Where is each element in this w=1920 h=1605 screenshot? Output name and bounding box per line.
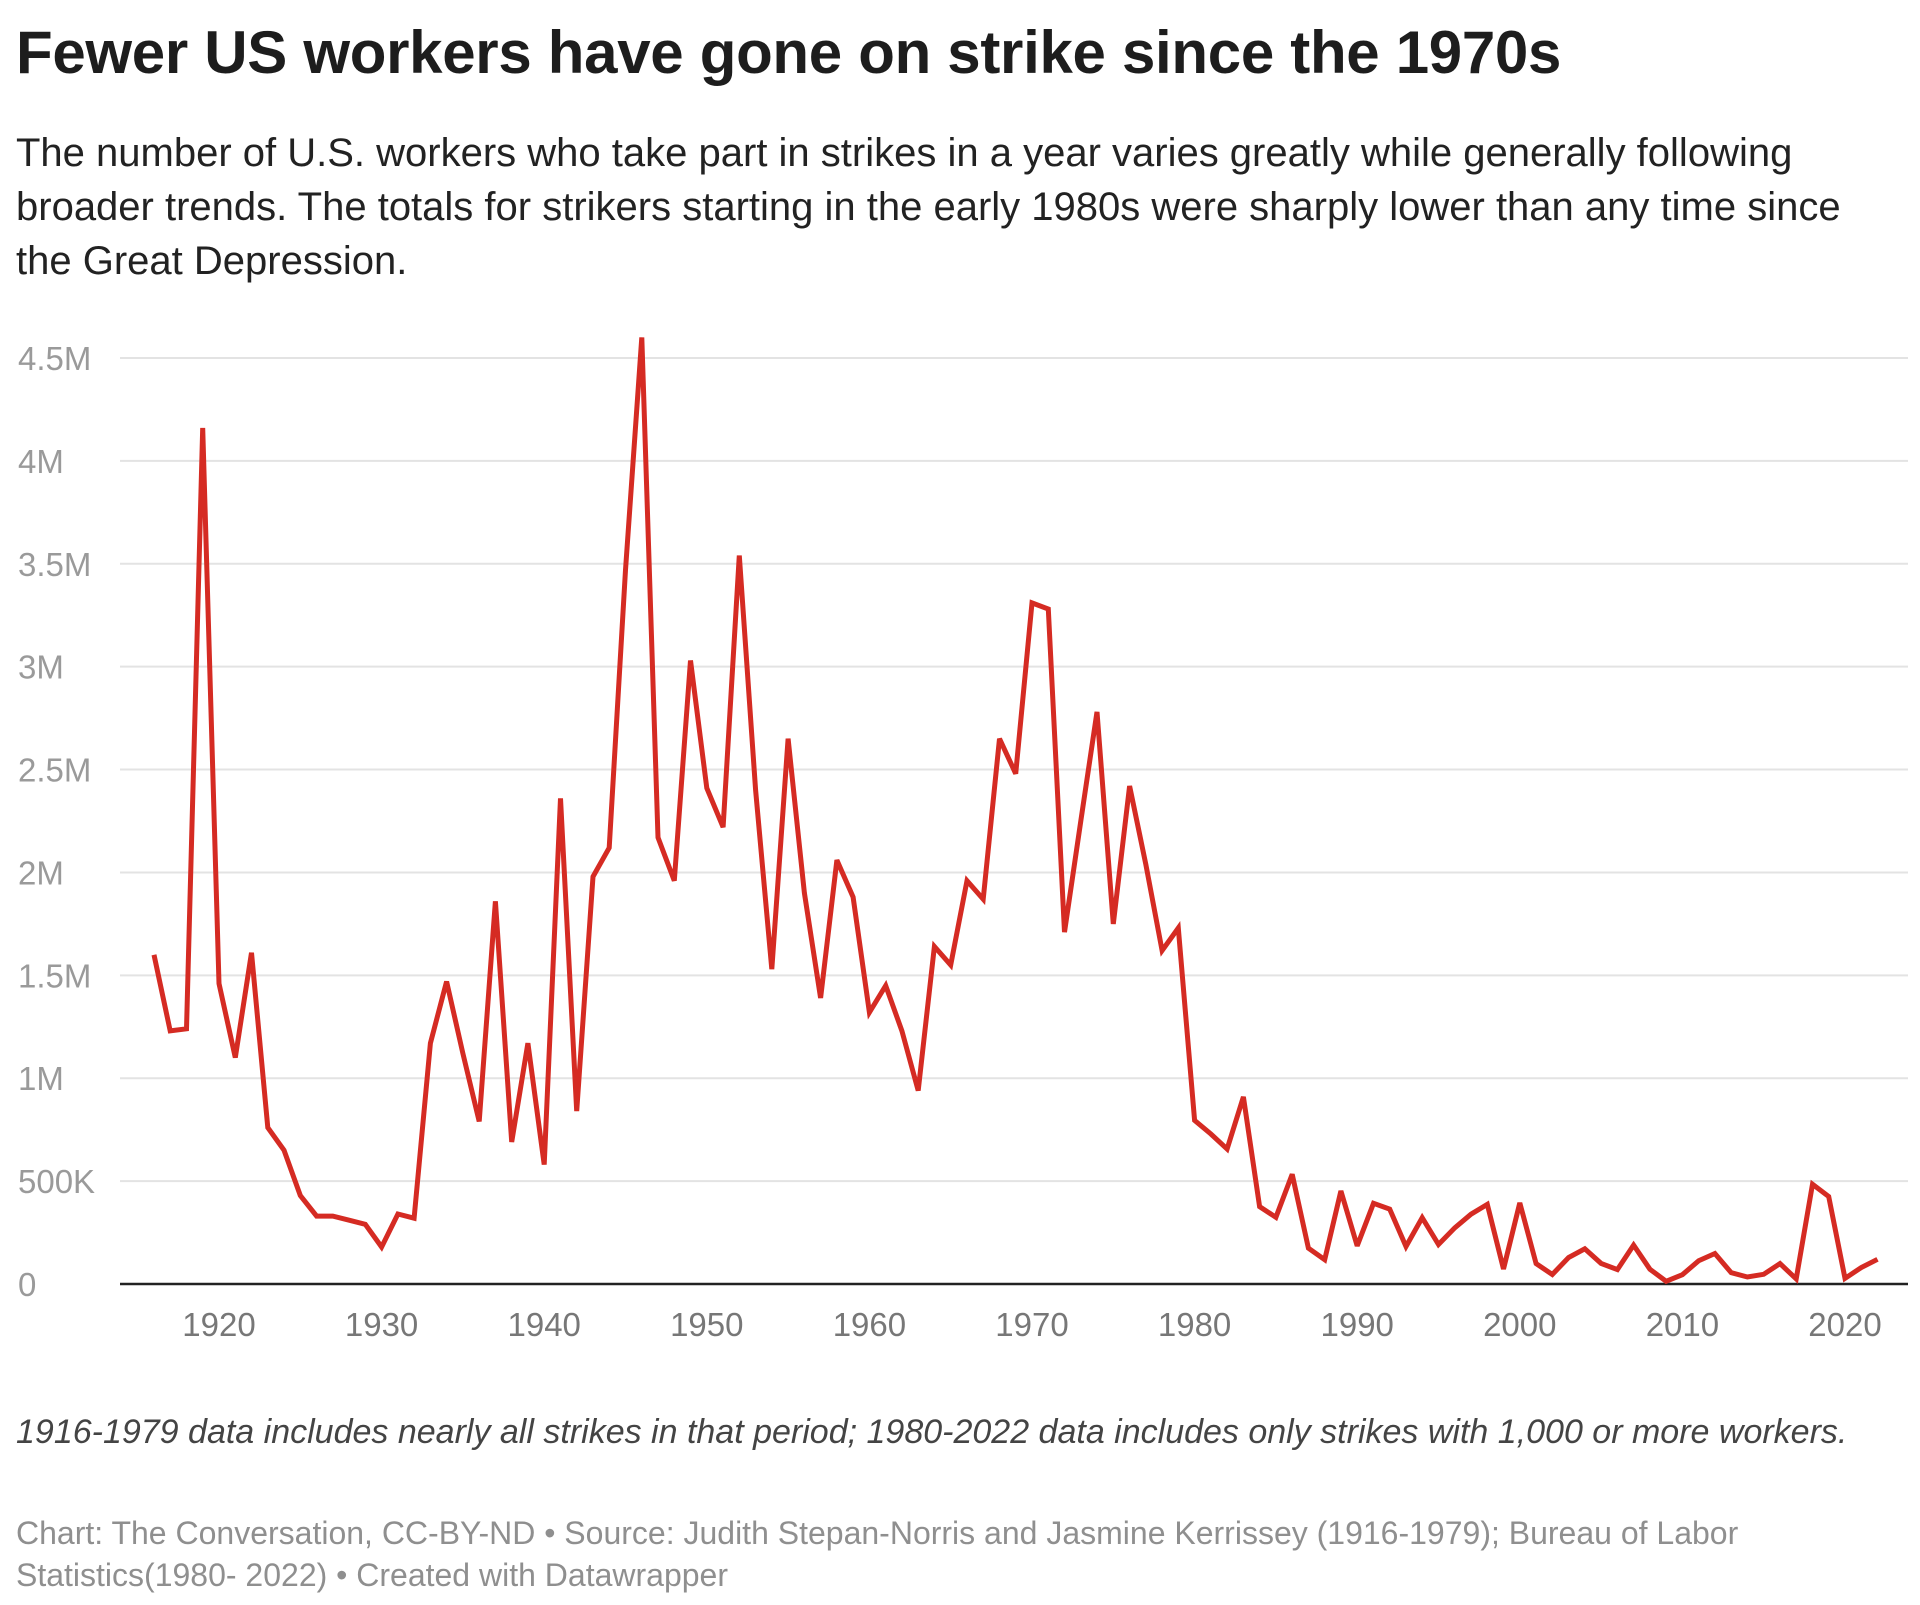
y-axis: 0 500K 1M 1.5M 2M 2.5M 3M 3.5M 4M 4.5M: [18, 340, 95, 1303]
y-tick-label: 500K: [18, 1163, 95, 1200]
chart-note: 1916-1979 data includes nearly all strik…: [16, 1413, 1848, 1451]
y-tick-label: 4.5M: [18, 340, 91, 377]
y-tick-label: 2M: [18, 854, 64, 891]
x-tick-label: 1940: [507, 1306, 580, 1343]
x-tick-label: 1960: [833, 1306, 906, 1343]
series-line: [151, 337, 1879, 1285]
y-tick-label: 4M: [18, 443, 64, 480]
chart-subtitle: The number of U.S. workers who take part…: [16, 131, 1841, 283]
y-tick-label: 3.5M: [18, 546, 91, 583]
x-tick-label: 1930: [345, 1306, 418, 1343]
chart-source: Chart: The Conversation, CC-BY-ND • Sour…: [16, 1515, 1739, 1593]
x-tick-label: 1990: [1320, 1306, 1393, 1343]
y-tick-label: 1M: [18, 1060, 64, 1097]
x-tick-label: 2010: [1646, 1306, 1719, 1343]
y-tick-label: 1.5M: [18, 957, 91, 994]
x-tick-label: 1920: [182, 1306, 255, 1343]
x-tick-label: 1970: [995, 1306, 1068, 1343]
y-tick-label: 3M: [18, 649, 64, 686]
y-tick-label: 2.5M: [18, 752, 91, 789]
x-tick-label: 2020: [1808, 1306, 1881, 1343]
y-tick-label: 0: [18, 1266, 36, 1303]
chart-title: Fewer US workers have gone on strike sin…: [16, 19, 1562, 86]
series-layer: [151, 337, 1879, 1285]
x-tick-label: 1980: [1158, 1306, 1231, 1343]
x-axis: 1920 1930 1940 1950 1960 1970 1980 1990 2000 2010…: [120, 1282, 1908, 1343]
x-tick-label: 2000: [1483, 1306, 1556, 1343]
x-tick-label: 1950: [670, 1306, 743, 1343]
